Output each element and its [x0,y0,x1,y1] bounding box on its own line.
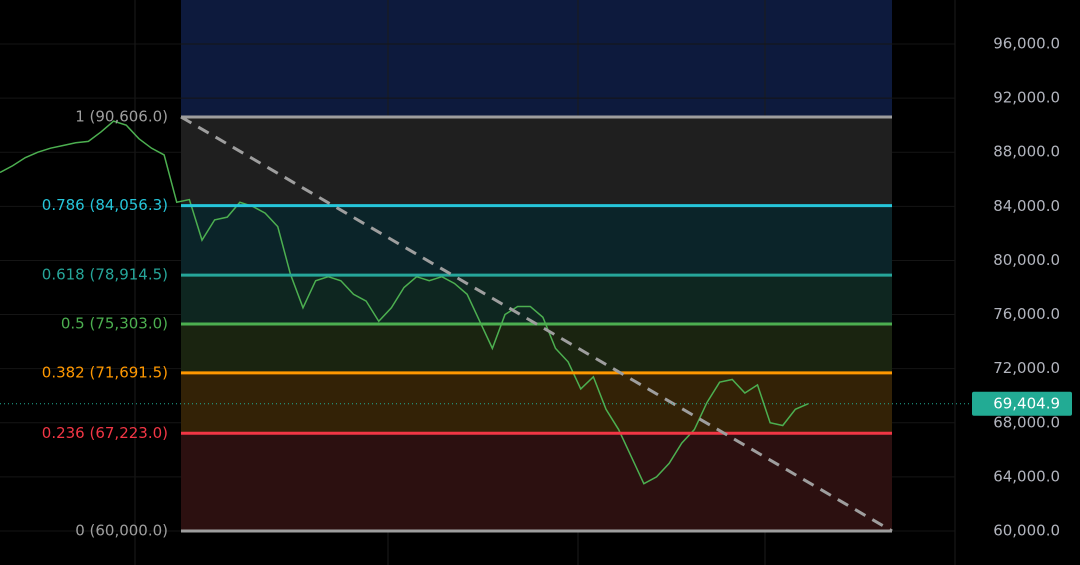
y-tick-label: 72,000.0 [993,359,1060,377]
fib-label: 0.5 (75,303.0) [61,314,168,332]
y-tick-label: 84,000.0 [993,197,1060,215]
y-tick-label: 68,000.0 [993,413,1060,431]
price-line [0,120,809,485]
fib-zone [181,205,892,276]
fib-top-zone [181,0,892,117]
fib-zone [181,275,892,324]
y-tick-label: 64,000.0 [993,467,1060,485]
y-tick-label: 92,000.0 [993,89,1060,107]
fib-label: 0.236 (67,223.0) [42,424,168,442]
y-tick-label: 80,000.0 [993,251,1060,269]
y-tick-label: 76,000.0 [993,305,1060,323]
last-price-label: 69,404.9 [993,394,1060,412]
fib-label: 0.382 (71,691.5) [42,363,168,381]
fib-zone [181,116,892,206]
last-price-box [972,391,1072,416]
fib-zone [181,433,892,531]
y-tick-label: 88,000.0 [993,143,1060,161]
fib-zone [181,372,892,434]
fib-label: 1 (90,606.0) [75,107,168,125]
fib-label: 0 (60,000.0) [75,522,168,540]
fib-label: 0.618 (78,914.5) [42,266,168,284]
y-tick-label: 96,000.0 [993,35,1060,53]
fib-label: 0.786 (84,056.3) [42,196,168,214]
fib-zone [181,323,892,373]
trend-line [180,115,893,533]
y-tick-label: 60,000.0 [993,522,1060,540]
